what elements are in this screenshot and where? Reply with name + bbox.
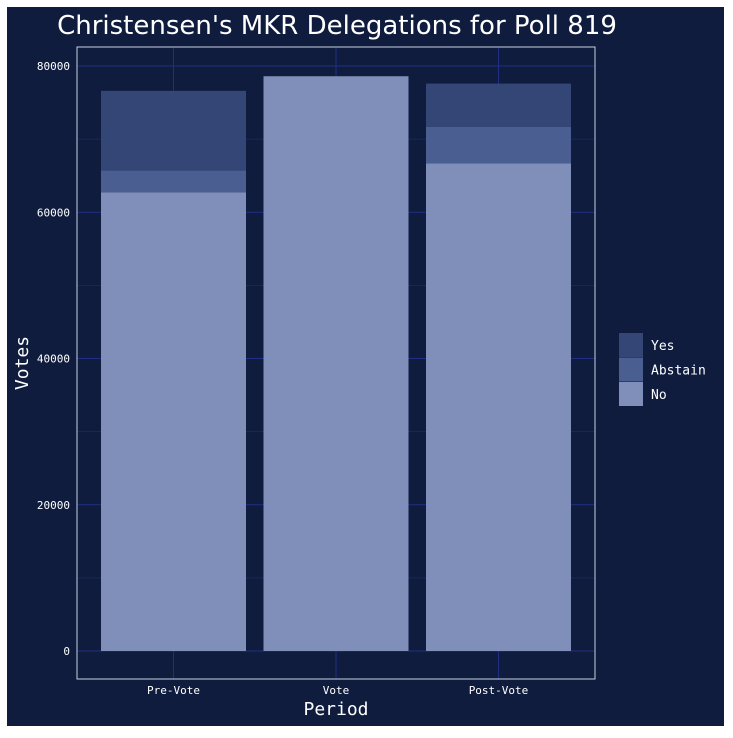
- legend-label-no: No: [651, 388, 667, 403]
- chart-title: Christensen's MKR Delegations for Poll 8…: [57, 11, 617, 41]
- x-axis-ticks: Pre-Vote Vote Post-Vote: [147, 684, 528, 697]
- x-tick-label: Post-Vote: [469, 684, 529, 697]
- bar-segment-no-post-vote: [426, 163, 571, 651]
- y-axis-ticks: 0 20000 40000 60000 80000: [37, 60, 70, 658]
- plot-panel-border: [76, 46, 596, 680]
- x-tick-label: Vote: [323, 684, 350, 697]
- legend: Yes Abstain No: [619, 333, 706, 406]
- bar-segment-no-vote: [263, 76, 409, 652]
- y-tick-label: 80000: [37, 60, 70, 73]
- y-tick-label: 0: [63, 645, 70, 658]
- bar-segment-yes-post-vote: [426, 83, 571, 127]
- legend-swatch-yes: [619, 333, 643, 357]
- bar-segment-no-pre-vote: [101, 192, 246, 651]
- x-axis-label: Period: [303, 699, 368, 720]
- y-tick-label: 20000: [37, 499, 70, 512]
- bars: [101, 76, 571, 652]
- y-tick-label: 60000: [37, 206, 70, 219]
- x-tick-label: Pre-Vote: [147, 684, 200, 697]
- legend-swatch-no: [619, 382, 643, 406]
- legend-label-abstain: Abstain: [651, 364, 706, 379]
- bar-segment-abstain-post-vote: [426, 126, 571, 164]
- y-tick-label: 40000: [37, 353, 70, 366]
- bar-segment-yes-pre-vote: [101, 90, 246, 171]
- legend-swatch-abstain: [619, 357, 643, 382]
- legend-label-yes: Yes: [651, 339, 674, 354]
- bar-segment-abstain-pre-vote: [101, 170, 246, 193]
- y-axis-label: Votes: [12, 336, 33, 390]
